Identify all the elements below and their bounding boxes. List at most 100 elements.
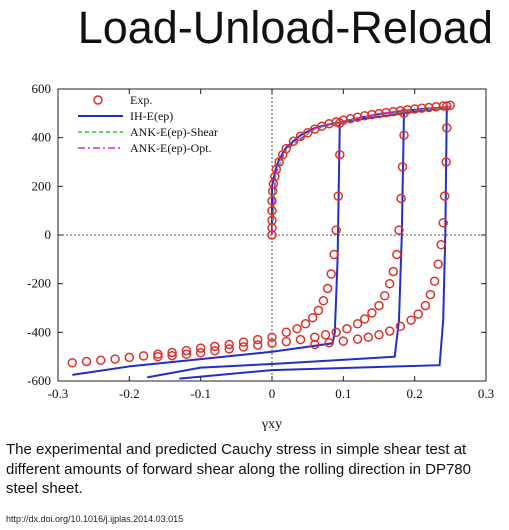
exp-data-point <box>429 276 440 286</box>
exp-data-point <box>329 249 339 260</box>
exp-data-point <box>352 334 363 344</box>
exp-data-point <box>288 136 299 147</box>
exp-data-point <box>438 101 448 111</box>
exp-data-point <box>322 283 333 294</box>
exp-data-point <box>359 314 370 324</box>
exp-data-point <box>181 345 192 356</box>
x-tick-label: -0.1 <box>190 386 211 401</box>
y-tick-label: 400 <box>32 130 52 145</box>
axis-ticks: -0.3 -0.2 -0.1 0 0.1 0.2 0.3 -600 -400 -200 0 200 40… <box>27 81 494 401</box>
exp-data-point <box>267 215 277 226</box>
exp-data-point <box>425 289 436 300</box>
figure-caption: The experimental and predicted Cauchy st… <box>6 441 471 497</box>
exp-data-point <box>153 351 163 362</box>
exp-data-point <box>367 109 377 120</box>
legend-exp-marker <box>93 95 103 105</box>
exp-data-point <box>388 266 399 277</box>
exp-data-point <box>367 308 377 318</box>
legend-ank-shear: ANK-E(ep)-Shear <box>130 125 218 139</box>
exp-data-point <box>295 131 306 142</box>
exp-data-point <box>424 102 434 113</box>
exp-data-point <box>388 106 399 117</box>
exp-data-point <box>433 259 443 269</box>
exp-data-point <box>431 102 441 112</box>
stress-strain-chart: -0.3 -0.2 -0.1 0 0.1 0.2 0.3 -600 -400 -200 0 200 40… <box>27 81 494 432</box>
exp-data-point <box>167 350 177 361</box>
exp-data-point <box>238 337 249 347</box>
legend-exp: Exp. <box>130 93 152 107</box>
exp-data-point <box>438 218 448 228</box>
exp-data-point <box>374 108 384 119</box>
exp-data-point <box>310 339 320 350</box>
exp-data-point <box>395 321 406 332</box>
exp-data-point <box>396 193 406 204</box>
exp-data-point <box>342 323 352 334</box>
legend: Exp. IH-E(ep) ANK-E(ep)-Shear ANK-E(ep)-… <box>78 93 218 155</box>
exp-data-point <box>267 205 277 216</box>
exp-data-point <box>363 332 374 342</box>
y-tick-label: 200 <box>32 178 52 193</box>
exp-markers <box>67 100 456 368</box>
exp-data-point <box>224 339 234 350</box>
exp-data-point <box>324 338 334 348</box>
y-tick-label: -600 <box>27 373 51 388</box>
exp-data-point <box>267 338 277 349</box>
legend-ank-opt: ANK-E(ep)-Opt. <box>130 141 212 155</box>
exp-data-point <box>292 323 302 334</box>
exp-data-point <box>318 295 329 306</box>
exp-data-point <box>413 309 423 319</box>
legend-ih: IH-E(ep) <box>130 109 173 123</box>
exp-data-point <box>210 341 220 352</box>
exp-data-point <box>399 108 409 119</box>
x-axis-label-text: γxy <box>261 417 282 432</box>
exp-data-point <box>210 346 220 356</box>
exp-data-point <box>333 191 344 201</box>
exp-data-point <box>281 143 292 154</box>
exp-data-point <box>442 123 452 133</box>
exp-data-point <box>313 305 324 316</box>
y-tick-label: 0 <box>45 227 52 242</box>
exp-data-point <box>442 101 452 111</box>
exp-data-point <box>67 358 78 368</box>
exp-data-point <box>195 343 206 353</box>
series-line-1 <box>72 106 447 376</box>
exp-data-point <box>124 352 135 363</box>
exp-data-point <box>384 278 395 289</box>
y-tick-label: -400 <box>27 324 51 339</box>
exp-data-point <box>439 191 450 201</box>
exp-data-point <box>436 239 446 250</box>
exp-data-point <box>281 327 292 338</box>
exp-data-point <box>420 300 431 311</box>
exp-data-point <box>338 336 349 346</box>
doi-link[interactable]: http://dx.doi.org/10.1016/j.ijplas.2014.… <box>6 514 184 524</box>
x-tick-label: -0.3 <box>48 386 69 401</box>
exp-data-point <box>441 157 451 167</box>
slide-title: Load-Unload-Reload <box>77 2 493 53</box>
exp-data-point <box>181 349 192 359</box>
series-line-3 <box>271 105 451 236</box>
exp-data-point <box>138 351 149 361</box>
x-tick-label: 0.3 <box>478 386 494 401</box>
exp-data-point <box>295 334 306 345</box>
exp-data-point <box>326 269 336 279</box>
exp-data-point <box>374 300 384 311</box>
y-tick-label: -200 <box>27 276 51 291</box>
exp-data-point <box>267 196 277 206</box>
exp-data-point <box>300 319 311 329</box>
exp-data-point <box>384 326 395 336</box>
series-curves <box>72 105 451 380</box>
exp-data-point <box>274 157 284 167</box>
exp-data-point <box>320 330 331 340</box>
exp-data-point <box>252 334 263 345</box>
exp-data-point <box>335 118 345 128</box>
exp-data-point <box>195 348 206 358</box>
exp-data-point <box>331 225 341 235</box>
x-tick-label: 0.1 <box>335 386 351 401</box>
exp-data-point <box>96 355 106 366</box>
exp-data-point <box>110 354 120 364</box>
exp-data-point <box>394 225 404 235</box>
y-tick-label: 600 <box>32 81 52 96</box>
series-line-1 <box>147 110 405 379</box>
exp-data-point <box>397 162 408 172</box>
exp-data-point <box>167 347 177 358</box>
